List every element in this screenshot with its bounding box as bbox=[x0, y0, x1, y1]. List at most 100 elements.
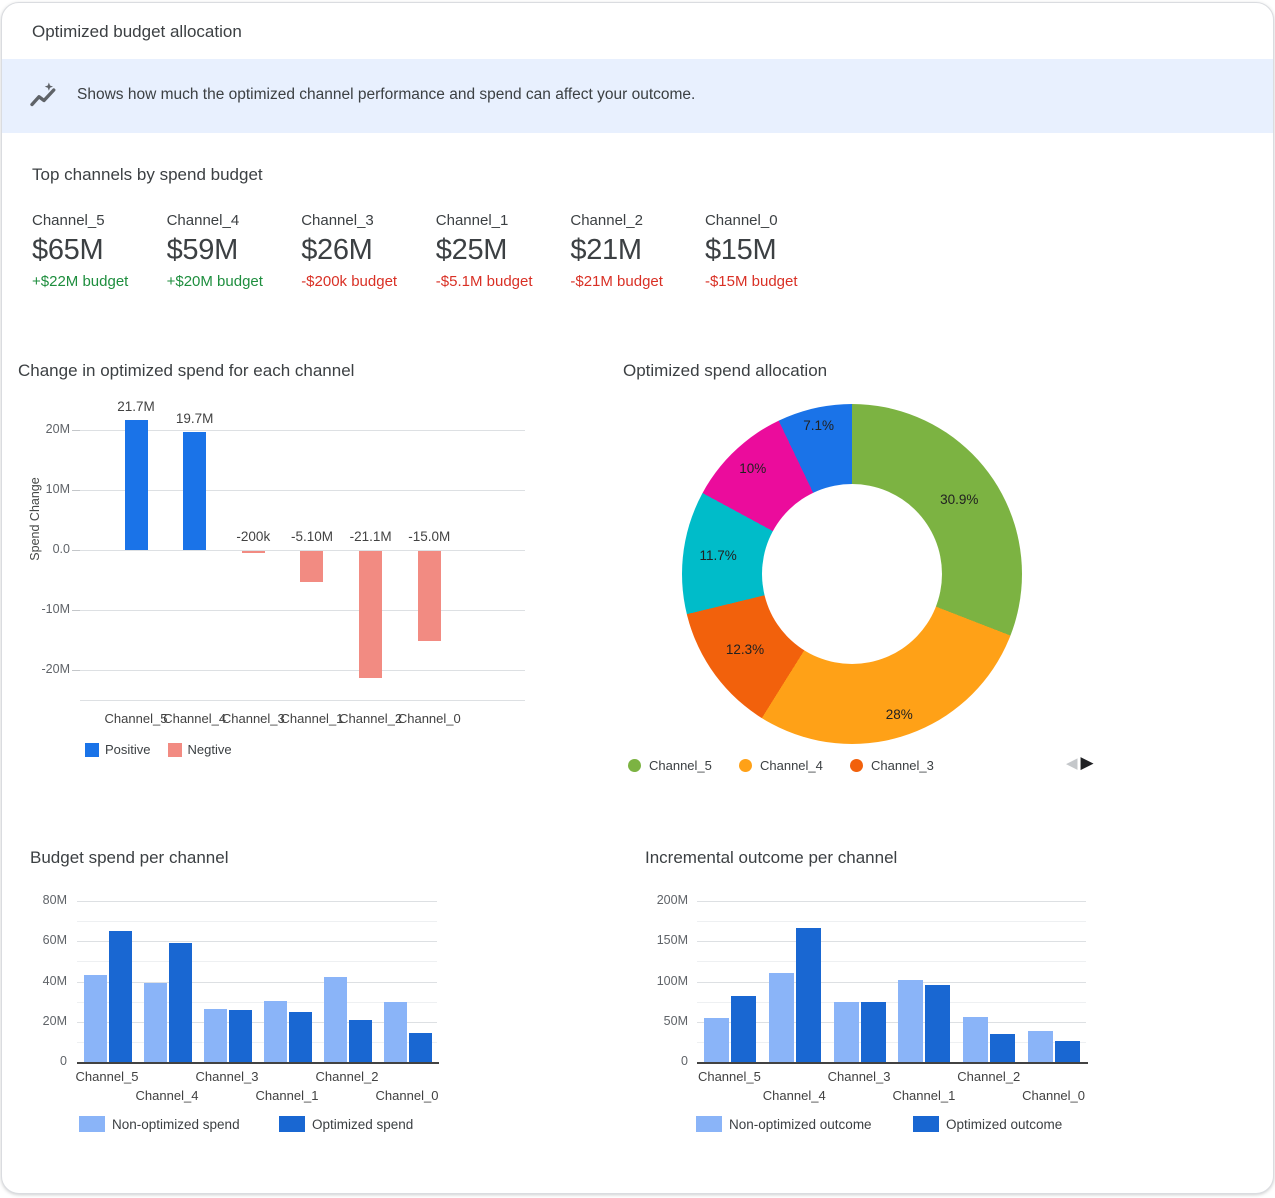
chart-title-incremental-outcome: Incremental outcome per channel bbox=[645, 848, 898, 867]
gridline bbox=[80, 700, 525, 701]
axis-tick bbox=[72, 490, 80, 491]
gridline bbox=[697, 901, 1086, 902]
next-page-icon[interactable]: ▶ bbox=[1080, 753, 1094, 772]
legend-label-optimized-outcome: Optimized outcome bbox=[946, 1116, 1063, 1132]
x-axis-label: Channel_4 bbox=[163, 711, 227, 726]
legend-label-nonoptimized-spend: Non-optimized spend bbox=[112, 1116, 240, 1132]
spend-change-legend: Positive Negtive bbox=[85, 742, 232, 757]
bar-Channel_0[interactable] bbox=[417, 551, 441, 641]
bar-Channel_3[interactable] bbox=[241, 551, 265, 553]
chart-title-spend-change: Change in optimized spend for each chann… bbox=[18, 361, 355, 380]
gridline bbox=[77, 1021, 437, 1023]
y-tick-label: -10M bbox=[41, 602, 70, 616]
legend-swatch-positive bbox=[85, 742, 99, 757]
y-tick-label: -20M bbox=[41, 662, 70, 676]
bar-Channel_0[interactable] bbox=[1055, 1041, 1081, 1062]
bar-Channel_1[interactable] bbox=[288, 1011, 312, 1062]
x-axis-label: Channel_1 bbox=[892, 1088, 956, 1103]
bar-Channel_2[interactable] bbox=[963, 1016, 989, 1062]
bar-Channel_4[interactable] bbox=[143, 982, 167, 1062]
bar-Channel_5[interactable] bbox=[124, 419, 148, 550]
gridline bbox=[77, 941, 437, 943]
bar-Channel_3[interactable] bbox=[833, 1001, 859, 1062]
x-axis-label: Channel_3 bbox=[195, 1069, 259, 1084]
x-axis-line bbox=[697, 1062, 1088, 1064]
slice-label: 7.1% bbox=[803, 417, 834, 433]
channel-name: Channel_0 bbox=[704, 212, 778, 229]
channel-spend-value: $26M bbox=[301, 234, 373, 266]
x-axis-label: Channel_4 bbox=[135, 1088, 199, 1103]
channel-name: Channel_5 bbox=[32, 212, 105, 229]
channel-card-Channel_5: Channel_5 $65M +$22M budget bbox=[32, 212, 167, 290]
x-axis-label: Channel_2 bbox=[957, 1069, 1021, 1084]
channel-budget-delta: -$200k budget bbox=[301, 273, 398, 290]
bar-Channel_2[interactable] bbox=[359, 551, 383, 678]
bar-Channel_4[interactable] bbox=[768, 972, 794, 1062]
slice-label: 12.3% bbox=[725, 642, 765, 658]
bar-value-label: 19.7M bbox=[175, 410, 214, 426]
gridline bbox=[80, 430, 525, 431]
y-tick-label: 150M bbox=[656, 933, 688, 948]
donut-legend-item-channel-3: Channel_3 bbox=[850, 758, 934, 773]
bar-Channel_4[interactable] bbox=[795, 927, 821, 1062]
bar-Channel_4[interactable] bbox=[183, 431, 207, 550]
channel-spend-value: $59M bbox=[166, 234, 239, 266]
bar-Channel_1[interactable] bbox=[300, 551, 324, 582]
chart-title-allocation: Optimized spend allocation bbox=[623, 361, 828, 380]
y-tick-label: 0 bbox=[681, 1054, 688, 1068]
bar-Channel_0[interactable] bbox=[1028, 1030, 1054, 1062]
bar-Channel_3[interactable] bbox=[860, 1001, 886, 1062]
legend-label-positive: Positive bbox=[105, 742, 151, 757]
bar-value-label: -15.0M bbox=[408, 529, 451, 544]
bar-Channel_5[interactable] bbox=[704, 1017, 729, 1062]
y-tick-label: 50M bbox=[663, 1013, 688, 1028]
y-tick-label: 100M bbox=[656, 973, 688, 988]
channel-card-Channel_3: Channel_3 $26M -$200k budget bbox=[301, 212, 436, 290]
bar-Channel_0[interactable] bbox=[383, 1001, 407, 1062]
prev-page-icon[interactable]: ◀ bbox=[1066, 755, 1078, 772]
gridline bbox=[77, 901, 437, 902]
bar-Channel_2[interactable] bbox=[348, 1019, 372, 1062]
donut-legend-pager: ◀ ▶ bbox=[1066, 753, 1094, 773]
bar-value-label: -5.10M bbox=[290, 529, 333, 544]
bar-Channel_4[interactable] bbox=[168, 943, 192, 1062]
budget-legend-optimized: Optimized spend bbox=[279, 1116, 413, 1132]
bar-Channel_5[interactable] bbox=[731, 995, 756, 1062]
bar-value-label: -200k bbox=[236, 529, 271, 544]
legend-dot-channel-3 bbox=[850, 759, 863, 772]
bar-Channel_2[interactable] bbox=[990, 1033, 1016, 1062]
y-tick-label: 80M bbox=[42, 893, 67, 907]
y-tick-label: 40M bbox=[42, 973, 67, 988]
gridline bbox=[77, 1041, 437, 1043]
y-tick-label: 10M bbox=[45, 482, 70, 496]
slice-label: 30.9% bbox=[940, 491, 979, 507]
bar-Channel_2[interactable] bbox=[323, 977, 347, 1062]
gridline bbox=[697, 1001, 1086, 1003]
bar-Channel_1[interactable] bbox=[898, 979, 924, 1062]
bar-Channel_0[interactable] bbox=[408, 1032, 432, 1062]
bar-Channel_1[interactable] bbox=[925, 984, 951, 1062]
bar-Channel_5[interactable] bbox=[108, 931, 132, 1062]
bar-Channel_1[interactable] bbox=[263, 1001, 287, 1062]
channel-spend-value: $25M bbox=[435, 234, 508, 266]
channel-card-Channel_1: Channel_1 $25M -$5.1M budget bbox=[436, 212, 571, 290]
x-axis-label: Channel_3 bbox=[221, 711, 285, 726]
page-title: Optimized budget allocation bbox=[32, 22, 242, 41]
slice-label: 10% bbox=[739, 460, 767, 476]
channel-spend-value: $15M bbox=[704, 234, 777, 266]
legend-label-channel-4: Channel_4 bbox=[760, 758, 823, 773]
y-tick-label: 20M bbox=[45, 422, 70, 436]
bar-Channel_3[interactable] bbox=[203, 1009, 227, 1062]
insights-icon bbox=[28, 81, 58, 111]
x-axis-label: Channel_0 bbox=[1022, 1088, 1085, 1103]
donut-legend-item-channel-5: Channel_5 bbox=[628, 758, 712, 773]
bar-Channel_5[interactable] bbox=[83, 974, 107, 1062]
legend-label-channel-3: Channel_3 bbox=[871, 758, 934, 773]
gridline bbox=[77, 921, 437, 923]
gridline bbox=[77, 1001, 437, 1003]
channel-card-Channel_2: Channel_2 $21M -$21M budget bbox=[570, 212, 705, 290]
x-axis-label: Channel_3 bbox=[827, 1069, 891, 1084]
x-axis-label: Channel_2 bbox=[315, 1069, 379, 1084]
bar-Channel_3[interactable] bbox=[228, 1009, 252, 1062]
outcome-legend-nonoptimized: Non-optimized outcome bbox=[696, 1116, 872, 1132]
